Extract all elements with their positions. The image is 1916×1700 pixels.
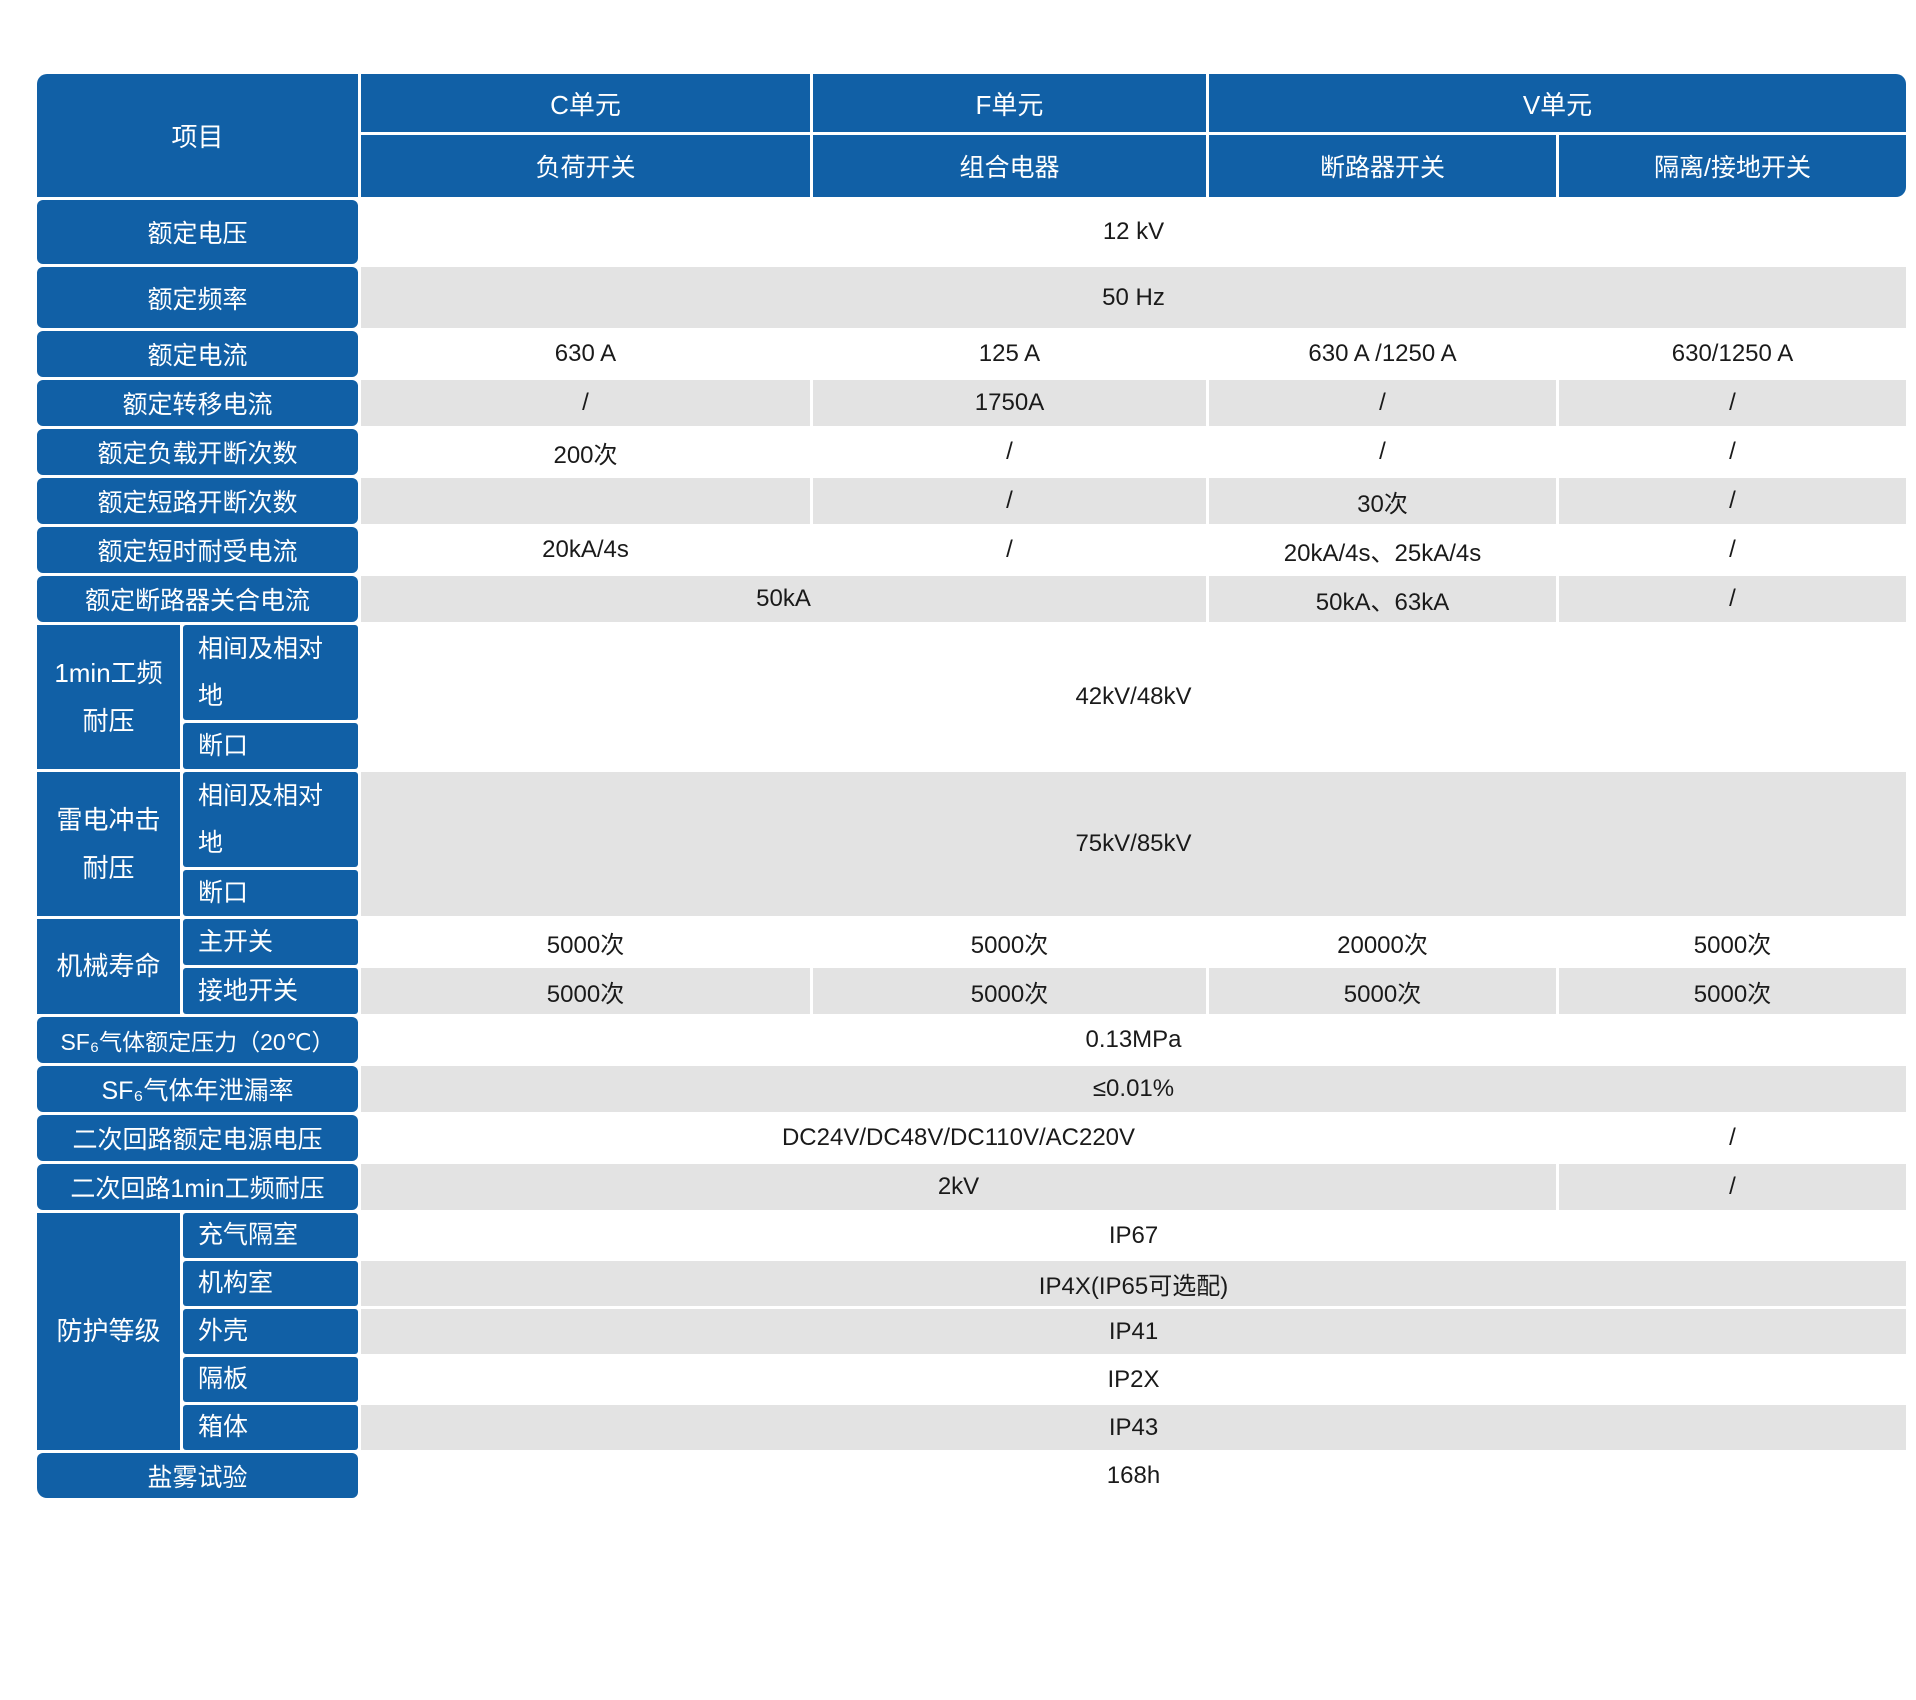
- header-corner-item: 项目: [37, 74, 358, 197]
- value-protection-cabinet: IP43: [361, 1405, 1906, 1450]
- value-protection-partition: IP2X: [361, 1357, 1906, 1402]
- row-label-salt-spray-test: 盐雾试验: [37, 1453, 358, 1498]
- value-sc-breaking-c: [361, 478, 810, 524]
- sublabel-cabinet-body: 箱体: [183, 1405, 358, 1450]
- subheader-combined-apparatus: 组合电器: [813, 135, 1206, 197]
- value-load-breaking-vcb: /: [1209, 429, 1556, 475]
- sublabel-across-open-gap: 断口: [183, 870, 358, 916]
- row-label-secondary-withstand: 二次回路1min工频耐压: [37, 1164, 358, 1210]
- sublabel-gas-filled-compartment: 充气隔室: [183, 1213, 358, 1258]
- row-label-secondary-voltage: 二次回路额定电源电压: [37, 1115, 358, 1161]
- row-label-short-circuit-breaking-ops: 额定短路开断次数: [37, 478, 358, 524]
- sublabel-mechanism-compartment: 机构室: [183, 1261, 358, 1306]
- value-mech-life-main-c: 5000次: [361, 919, 810, 965]
- value-sc-breaking-vds: /: [1559, 478, 1906, 524]
- value-short-time-c: 20kA/4s: [361, 527, 810, 573]
- value-mech-life-main-f: 5000次: [813, 919, 1206, 965]
- section-label-lightning-impulse: 雷电冲击耐压: [37, 772, 180, 916]
- value-rated-current-vcb: 630 A /1250 A: [1209, 331, 1556, 377]
- subheader-disconnector-earthing-switch: 隔离/接地开关: [1559, 135, 1906, 197]
- header-group-f-unit: F单元: [813, 74, 1206, 132]
- row-label-sf6-pressure: SF₆气体额定压力（20℃）: [37, 1017, 358, 1063]
- row-label-sf6-leakage: SF₆气体年泄漏率: [37, 1066, 358, 1112]
- value-mech-life-earth-c: 5000次: [361, 968, 810, 1014]
- value-protection-mechanism: IP4X(IP65可选配): [361, 1261, 1906, 1306]
- sublabel-main-switch: 主开关: [183, 919, 358, 965]
- sublabel-across-open-gap: 断口: [183, 723, 358, 769]
- header-group-c-unit: C单元: [361, 74, 810, 132]
- value-transfer-current-f: 1750A: [813, 380, 1206, 426]
- value-lightning-impulse: 75kV/85kV: [361, 772, 1906, 916]
- value-load-breaking-f: /: [813, 429, 1206, 475]
- value-secondary-voltage-vds: /: [1559, 1115, 1906, 1161]
- value-short-time-f: /: [813, 527, 1206, 573]
- section-label-protection-degree: 防护等级: [37, 1213, 180, 1450]
- value-transfer-current-vds: /: [1559, 380, 1906, 426]
- value-load-breaking-c: 200次: [361, 429, 810, 475]
- value-secondary-withstand: 2kV: [361, 1164, 1556, 1210]
- value-rated-current-vds: 630/1250 A: [1559, 331, 1906, 377]
- value-transfer-current-vcb: /: [1209, 380, 1556, 426]
- value-protection-gas-compartment: IP67: [361, 1213, 1906, 1258]
- value-secondary-voltage: DC24V/DC48V/DC110V/AC220V: [361, 1115, 1556, 1161]
- value-short-time-vds: /: [1559, 527, 1906, 573]
- value-transfer-current-c: /: [361, 380, 810, 426]
- value-sf6-pressure: 0.13MPa: [361, 1017, 1906, 1063]
- value-short-time-vcb: 20kA/4s、25kA/4s: [1209, 527, 1556, 573]
- row-label-load-breaking-ops: 额定负载开断次数: [37, 429, 358, 475]
- section-label-power-freq-withstand: 1min工频耐压: [37, 625, 180, 769]
- value-sf6-leakage: ≤0.01%: [361, 1066, 1906, 1112]
- sublabel-enclosure: 外壳: [183, 1309, 358, 1354]
- value-mech-life-earth-f: 5000次: [813, 968, 1206, 1014]
- row-label-short-time-withstand: 额定短时耐受电流: [37, 527, 358, 573]
- header-group-v-unit: V单元: [1209, 74, 1906, 132]
- value-power-freq-withstand: 42kV/48kV: [361, 625, 1906, 769]
- row-label-rated-making-current: 额定断路器关合电流: [37, 576, 358, 622]
- subheader-load-switch: 负荷开关: [361, 135, 810, 197]
- row-label-rated-frequency: 额定频率: [37, 267, 358, 328]
- value-load-breaking-vds: /: [1559, 429, 1906, 475]
- sublabel-earthing-switch: 接地开关: [183, 968, 358, 1014]
- value-sc-breaking-f: /: [813, 478, 1206, 524]
- value-making-current-vds: /: [1559, 576, 1906, 622]
- sublabel-partition: 隔板: [183, 1357, 358, 1402]
- section-label-mechanical-life: 机械寿命: [37, 919, 180, 1014]
- value-mech-life-earth-vcb: 5000次: [1209, 968, 1556, 1014]
- value-rated-current-f: 125 A: [813, 331, 1206, 377]
- value-mech-life-main-vcb: 20000次: [1209, 919, 1556, 965]
- value-rated-voltage: 12 kV: [361, 200, 1906, 264]
- row-label-rated-voltage: 额定电压: [37, 200, 358, 264]
- value-rated-current-c: 630 A: [361, 331, 810, 377]
- row-label-rated-transfer-current: 额定转移电流: [37, 380, 358, 426]
- sublabel-phase-to-phase-and-earth: 相间及相对地: [183, 772, 358, 867]
- value-protection-enclosure: IP41: [361, 1309, 1906, 1354]
- value-rated-frequency: 50 Hz: [361, 267, 1906, 328]
- value-sc-breaking-vcb: 30次: [1209, 478, 1556, 524]
- sublabel-phase-to-phase-and-earth: 相间及相对地: [183, 625, 358, 720]
- value-mech-life-main-vds: 5000次: [1559, 919, 1906, 965]
- value-mech-life-earth-vds: 5000次: [1559, 968, 1906, 1014]
- subheader-circuit-breaker-switch: 断路器开关: [1209, 135, 1556, 197]
- value-salt-spray-test: 168h: [361, 1453, 1906, 1498]
- row-label-rated-current: 额定电流: [37, 331, 358, 377]
- spec-table: 项目 C单元 F单元 V单元 负荷开关 组合电器 断路器开关 隔离/接地开关 额…: [37, 74, 1906, 1498]
- value-making-current-vcb: 50kA、63kA: [1209, 576, 1556, 622]
- value-secondary-withstand-vds: /: [1559, 1164, 1906, 1210]
- value-making-current-cf: 50kA: [361, 576, 1206, 622]
